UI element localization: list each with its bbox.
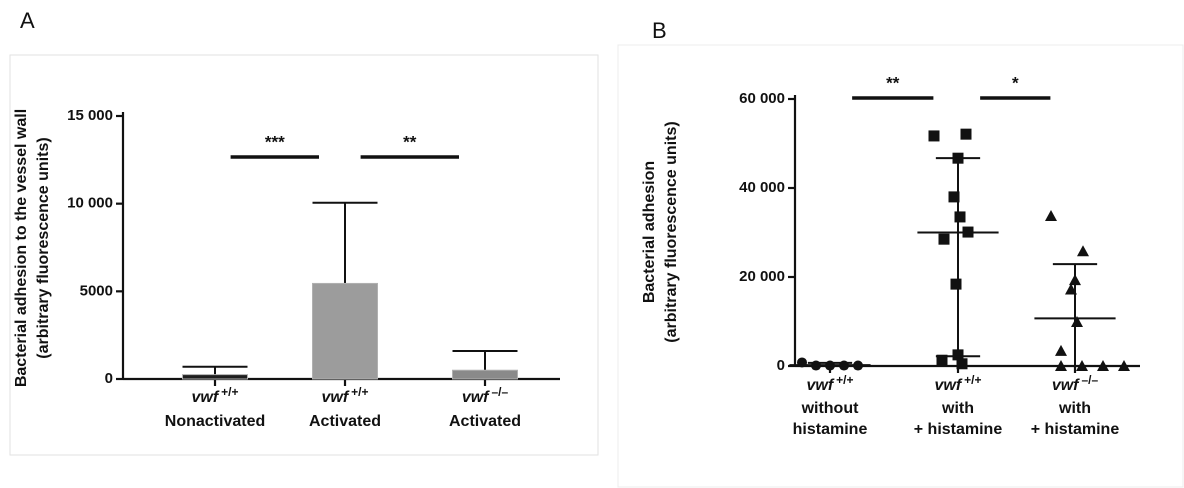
significance-label: *** [265,132,285,151]
point [1118,360,1130,371]
allele: +/+ [836,373,853,387]
x-tick-label: with [1058,400,1091,417]
x-tick-gene: vwf +/+ [934,373,981,394]
allele: –/– [1081,373,1098,387]
gene-name: vwf [321,389,349,406]
point [936,354,948,366]
gene-name: vwf [934,377,962,394]
x-tick-label: histamine [793,421,868,438]
x-tick-label: without [801,400,860,417]
allele: –/– [491,385,508,399]
significance-label: ** [403,132,417,151]
x-tick-label: with [941,400,974,417]
allele: +/+ [351,385,368,399]
gene-name: vwf [806,377,834,394]
x-tick-label: + histamine [914,421,1003,438]
allele: +/+ [964,373,981,387]
point [1055,344,1067,356]
bar [312,282,378,380]
point [1097,360,1109,371]
bar [182,374,248,380]
point [956,358,968,370]
panel-label: A [20,8,35,33]
point [1077,245,1089,257]
y-axis-label: (arbitrary fluorescence units) [35,137,52,358]
point [938,233,950,245]
gene-name: vwf [1052,377,1080,394]
point [954,211,966,223]
x-tick-gene: vwf +/+ [321,385,368,406]
allele: +/+ [221,385,238,399]
significance-label: ** [886,73,900,92]
x-tick-gene: vwf +/+ [806,373,853,394]
y-tick-label: 15 000 [67,107,113,124]
panel-b-frame [617,44,1184,488]
x-tick-gene: vwf –/– [1052,373,1099,394]
y-tick-label: 0 [777,357,785,374]
y-tick-label: 60 000 [739,90,785,107]
y-tick-label: 40 000 [739,179,785,196]
x-tick-label: + histamine [1031,421,1120,438]
panel-label: B [652,18,667,43]
x-tick-gene: vwf +/+ [191,385,238,406]
y-tick-label: 5000 [80,282,113,299]
gene-name: vwf [191,389,219,406]
y-tick-label: 20 000 [739,268,785,285]
point [928,130,940,142]
point [960,128,972,140]
y-tick-label: 10 000 [67,195,113,212]
x-tick-label: Activated [449,413,521,430]
x-tick-gene: vwf –/– [462,385,509,406]
point [948,191,960,203]
point [1045,210,1057,222]
point [950,278,962,290]
y-axis-label: (arbitrary fluorescence units) [663,121,680,342]
y-tick-label: 0 [105,370,113,387]
y-axis-label: Bacterial adhesion [641,161,658,303]
x-tick-label: Activated [309,413,381,430]
bar [452,369,518,380]
y-axis-label: Bacterial adhesion to the vessel wall [13,109,30,387]
x-tick-label: Nonactivated [165,413,265,430]
gene-name: vwf [462,389,490,406]
significance-label: * [1012,73,1019,92]
panel-a-frame [9,54,599,456]
